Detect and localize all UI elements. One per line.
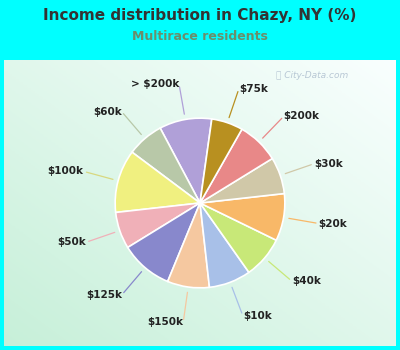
Text: Multirace residents: Multirace residents [132, 30, 268, 43]
Wedge shape [115, 152, 200, 212]
Wedge shape [200, 203, 276, 272]
Text: $60k: $60k [93, 106, 122, 117]
Wedge shape [200, 119, 242, 203]
Wedge shape [160, 118, 212, 203]
Text: $50k: $50k [57, 237, 86, 247]
Text: $30k: $30k [314, 159, 343, 169]
Text: $40k: $40k [292, 276, 321, 286]
Text: $150k: $150k [147, 317, 183, 327]
Text: $200k: $200k [284, 111, 320, 121]
Text: $75k: $75k [239, 84, 268, 94]
Text: $100k: $100k [48, 166, 84, 176]
Wedge shape [200, 203, 249, 287]
Wedge shape [132, 128, 200, 203]
Text: $125k: $125k [86, 290, 122, 300]
Wedge shape [168, 203, 210, 288]
Wedge shape [200, 129, 272, 203]
Wedge shape [200, 194, 285, 240]
Text: Income distribution in Chazy, NY (%): Income distribution in Chazy, NY (%) [43, 8, 357, 23]
Wedge shape [116, 203, 200, 247]
Wedge shape [200, 159, 284, 203]
Text: > $200k: > $200k [131, 79, 179, 89]
Text: $20k: $20k [319, 218, 348, 229]
Text: $10k: $10k [243, 311, 272, 321]
Text: ⓘ City-Data.com: ⓘ City-Data.com [276, 71, 348, 80]
Wedge shape [128, 203, 200, 281]
